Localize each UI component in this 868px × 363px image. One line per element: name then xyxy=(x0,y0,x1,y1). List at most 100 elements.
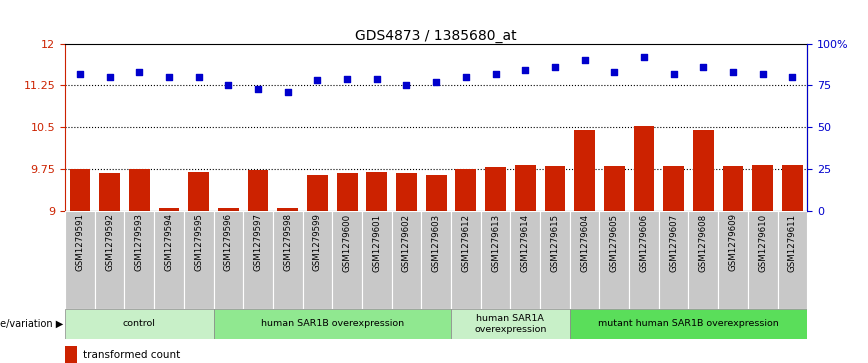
Point xyxy=(192,74,206,80)
Bar xyxy=(659,211,688,309)
Text: GSM1279608: GSM1279608 xyxy=(699,213,707,272)
Point xyxy=(608,69,621,75)
Text: GSM1279607: GSM1279607 xyxy=(669,213,678,272)
Point xyxy=(696,64,710,70)
Text: GSM1279601: GSM1279601 xyxy=(372,213,381,272)
Bar xyxy=(65,309,214,339)
Text: GSM1279596: GSM1279596 xyxy=(224,213,233,272)
Point xyxy=(578,57,592,63)
Bar xyxy=(629,211,659,309)
Point xyxy=(786,74,799,80)
Bar xyxy=(337,173,358,211)
Bar xyxy=(214,211,243,309)
Bar xyxy=(307,175,328,211)
Title: GDS4873 / 1385680_at: GDS4873 / 1385680_at xyxy=(355,29,517,42)
Point xyxy=(102,74,116,80)
Text: GSM1279600: GSM1279600 xyxy=(343,213,352,272)
Bar xyxy=(485,167,506,211)
Text: human SAR1B overexpression: human SAR1B overexpression xyxy=(260,319,404,329)
Point xyxy=(548,64,562,70)
Bar xyxy=(65,346,76,363)
Bar xyxy=(214,309,451,339)
Point xyxy=(340,76,354,82)
Bar xyxy=(366,172,387,211)
Text: GSM1279611: GSM1279611 xyxy=(788,213,797,272)
Text: transformed count: transformed count xyxy=(82,350,180,360)
Point xyxy=(221,82,235,88)
Point xyxy=(637,54,651,60)
Point xyxy=(756,71,770,77)
Text: GSM1279599: GSM1279599 xyxy=(313,213,322,272)
Text: GSM1279597: GSM1279597 xyxy=(253,213,262,272)
Bar xyxy=(456,169,477,211)
Bar xyxy=(426,175,446,211)
Bar xyxy=(65,211,95,309)
Text: GSM1279614: GSM1279614 xyxy=(521,213,529,272)
Bar xyxy=(569,309,807,339)
Text: human SAR1A
overexpression: human SAR1A overexpression xyxy=(474,314,547,334)
Bar xyxy=(778,211,807,309)
Bar xyxy=(155,211,184,309)
Bar xyxy=(303,211,332,309)
Bar xyxy=(247,171,268,211)
Point xyxy=(251,86,265,91)
Bar xyxy=(95,211,124,309)
Text: GSM1279598: GSM1279598 xyxy=(283,213,293,272)
Point xyxy=(429,79,443,85)
Bar xyxy=(391,211,421,309)
Bar xyxy=(184,211,214,309)
Bar xyxy=(604,166,625,211)
Bar xyxy=(688,211,718,309)
Bar xyxy=(718,211,748,309)
Point xyxy=(489,71,503,77)
Point xyxy=(162,74,176,80)
Text: GSM1279605: GSM1279605 xyxy=(610,213,619,272)
Point xyxy=(726,69,740,75)
Bar xyxy=(515,165,536,211)
Text: GSM1279610: GSM1279610 xyxy=(759,213,767,272)
Point xyxy=(667,71,681,77)
Text: GSM1279591: GSM1279591 xyxy=(76,213,84,272)
Bar xyxy=(481,211,510,309)
Bar xyxy=(362,211,391,309)
Bar xyxy=(693,130,713,211)
Text: GSM1279593: GSM1279593 xyxy=(135,213,144,272)
Bar xyxy=(634,126,654,211)
Bar xyxy=(218,208,239,211)
Bar xyxy=(600,211,629,309)
Point xyxy=(132,69,146,75)
Bar xyxy=(569,211,600,309)
Point xyxy=(459,74,473,80)
Text: GSM1279603: GSM1279603 xyxy=(431,213,441,272)
Text: control: control xyxy=(123,319,155,329)
Bar xyxy=(69,169,90,211)
Point xyxy=(399,82,413,88)
Bar xyxy=(748,211,778,309)
Bar xyxy=(188,172,209,211)
Bar xyxy=(451,309,569,339)
Bar xyxy=(421,211,451,309)
Text: GSM1279592: GSM1279592 xyxy=(105,213,114,272)
Bar xyxy=(159,208,180,211)
Text: GSM1279604: GSM1279604 xyxy=(580,213,589,272)
Bar xyxy=(278,208,298,211)
Point xyxy=(311,77,325,83)
Bar xyxy=(510,211,540,309)
Text: genotype/variation ▶: genotype/variation ▶ xyxy=(0,319,63,329)
Bar xyxy=(396,173,417,211)
Text: GSM1279613: GSM1279613 xyxy=(491,213,500,272)
Text: GSM1279606: GSM1279606 xyxy=(640,213,648,272)
Text: GSM1279594: GSM1279594 xyxy=(165,213,174,272)
Bar xyxy=(723,166,743,211)
Bar xyxy=(753,165,773,211)
Point xyxy=(370,76,384,82)
Point xyxy=(518,68,532,73)
Bar xyxy=(663,166,684,211)
Bar xyxy=(782,165,803,211)
Bar xyxy=(129,169,149,211)
Bar xyxy=(273,211,303,309)
Bar xyxy=(540,211,569,309)
Bar xyxy=(544,166,565,211)
Bar xyxy=(451,211,481,309)
Text: GSM1279612: GSM1279612 xyxy=(462,213,470,272)
